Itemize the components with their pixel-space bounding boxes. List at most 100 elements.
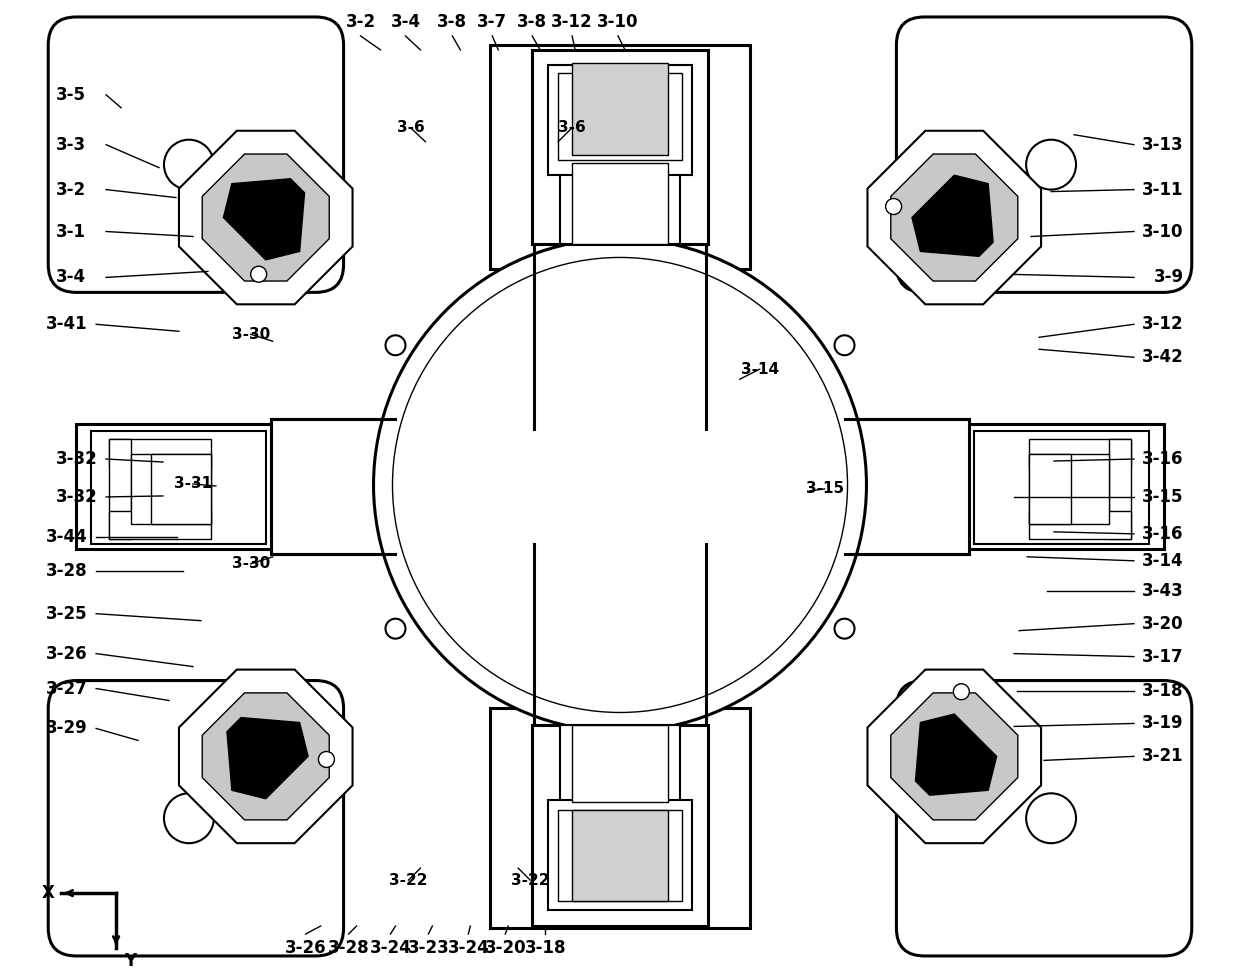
Polygon shape [890, 154, 1018, 281]
Bar [558, 73, 682, 159]
Bar [534, 245, 706, 429]
Bar [548, 800, 692, 910]
Text: 3-14: 3-14 [1142, 552, 1184, 570]
Bar [572, 811, 668, 901]
Circle shape [250, 266, 267, 282]
Circle shape [386, 335, 405, 355]
Bar [548, 65, 692, 175]
Text: 3-9: 3-9 [1153, 268, 1184, 287]
Text: 3-13: 3-13 [1142, 136, 1184, 154]
Text: Y: Y [124, 952, 136, 970]
Circle shape [386, 619, 405, 639]
Text: 3-10: 3-10 [598, 13, 639, 31]
Text: 3-18: 3-18 [525, 939, 565, 957]
Text: 3-15: 3-15 [1142, 488, 1184, 506]
Circle shape [954, 683, 970, 700]
Text: 3-4: 3-4 [56, 268, 87, 287]
Text: 3-20: 3-20 [1142, 614, 1184, 633]
Polygon shape [179, 131, 352, 304]
Bar [76, 424, 270, 549]
Bar [572, 725, 668, 802]
Bar [532, 725, 708, 926]
Text: 3-32: 3-32 [56, 488, 98, 506]
Text: 3-41: 3-41 [46, 315, 88, 333]
Text: 3-21: 3-21 [1142, 747, 1184, 765]
Text: 3-16: 3-16 [1142, 450, 1184, 469]
Text: 3-8: 3-8 [438, 13, 467, 31]
Text: 3-28: 3-28 [46, 562, 88, 579]
Circle shape [835, 335, 854, 355]
Bar [1109, 439, 1131, 538]
Text: 3-32: 3-32 [56, 450, 98, 469]
Bar [975, 431, 1149, 544]
Text: 3-10: 3-10 [1142, 223, 1184, 240]
Bar [109, 439, 131, 538]
Text: 3-7: 3-7 [477, 13, 507, 31]
Circle shape [373, 238, 867, 732]
Bar [1029, 454, 1109, 524]
Circle shape [393, 258, 847, 712]
Text: 3-24: 3-24 [370, 939, 412, 957]
Bar [970, 424, 1164, 549]
Bar [844, 419, 970, 554]
Text: 3-4: 3-4 [391, 13, 420, 31]
Circle shape [164, 140, 213, 190]
Circle shape [835, 619, 854, 639]
Text: 3-29: 3-29 [46, 719, 88, 738]
Text: 3-16: 3-16 [1142, 525, 1184, 542]
Bar [1029, 439, 1131, 467]
Polygon shape [911, 175, 993, 257]
Text: 3-2: 3-2 [56, 181, 87, 198]
Polygon shape [202, 154, 330, 281]
Bar [270, 419, 396, 554]
Bar [534, 544, 706, 728]
Bar [109, 439, 211, 467]
Polygon shape [868, 131, 1042, 304]
Polygon shape [915, 714, 997, 795]
Text: 3-14: 3-14 [740, 362, 779, 377]
Text: 3-30: 3-30 [232, 327, 270, 342]
Polygon shape [179, 670, 352, 843]
Polygon shape [890, 693, 1018, 820]
Bar [1029, 511, 1131, 538]
Text: 3-2: 3-2 [346, 13, 376, 31]
Text: X: X [42, 885, 55, 902]
Bar [572, 162, 668, 245]
Text: 3-17: 3-17 [1142, 647, 1184, 666]
FancyBboxPatch shape [897, 680, 1192, 955]
FancyBboxPatch shape [48, 680, 343, 955]
Text: 3-15: 3-15 [806, 481, 843, 497]
Text: 3-27: 3-27 [46, 679, 88, 698]
Bar [91, 431, 265, 544]
Bar [558, 811, 682, 901]
Circle shape [164, 793, 213, 843]
Text: 3-44: 3-44 [46, 528, 88, 546]
Bar [109, 511, 211, 538]
Text: 3-24: 3-24 [448, 939, 490, 957]
Circle shape [319, 751, 335, 768]
FancyBboxPatch shape [897, 17, 1192, 293]
Text: 3-8: 3-8 [517, 13, 547, 31]
Text: 3-26: 3-26 [46, 644, 88, 663]
Bar [572, 63, 668, 155]
Circle shape [1027, 140, 1076, 190]
Text: 3-22: 3-22 [389, 873, 428, 887]
Polygon shape [202, 693, 330, 820]
Polygon shape [227, 717, 308, 799]
Text: 3-22: 3-22 [511, 873, 549, 887]
Bar [1029, 454, 1071, 524]
Bar [131, 454, 211, 524]
Circle shape [1027, 793, 1076, 843]
Text: 3-3: 3-3 [56, 136, 87, 154]
Text: 3-19: 3-19 [1142, 714, 1184, 733]
Text: 3-25: 3-25 [46, 605, 88, 623]
Text: 3-12: 3-12 [552, 13, 593, 31]
Circle shape [885, 198, 901, 215]
Polygon shape [868, 670, 1042, 843]
Text: 3-12: 3-12 [1142, 315, 1184, 333]
Text: 3-31: 3-31 [174, 476, 212, 492]
Text: 3-23: 3-23 [408, 939, 449, 957]
Text: 3-42: 3-42 [1142, 348, 1184, 366]
Text: 3-6: 3-6 [397, 121, 424, 135]
Text: 3-43: 3-43 [1142, 581, 1184, 600]
